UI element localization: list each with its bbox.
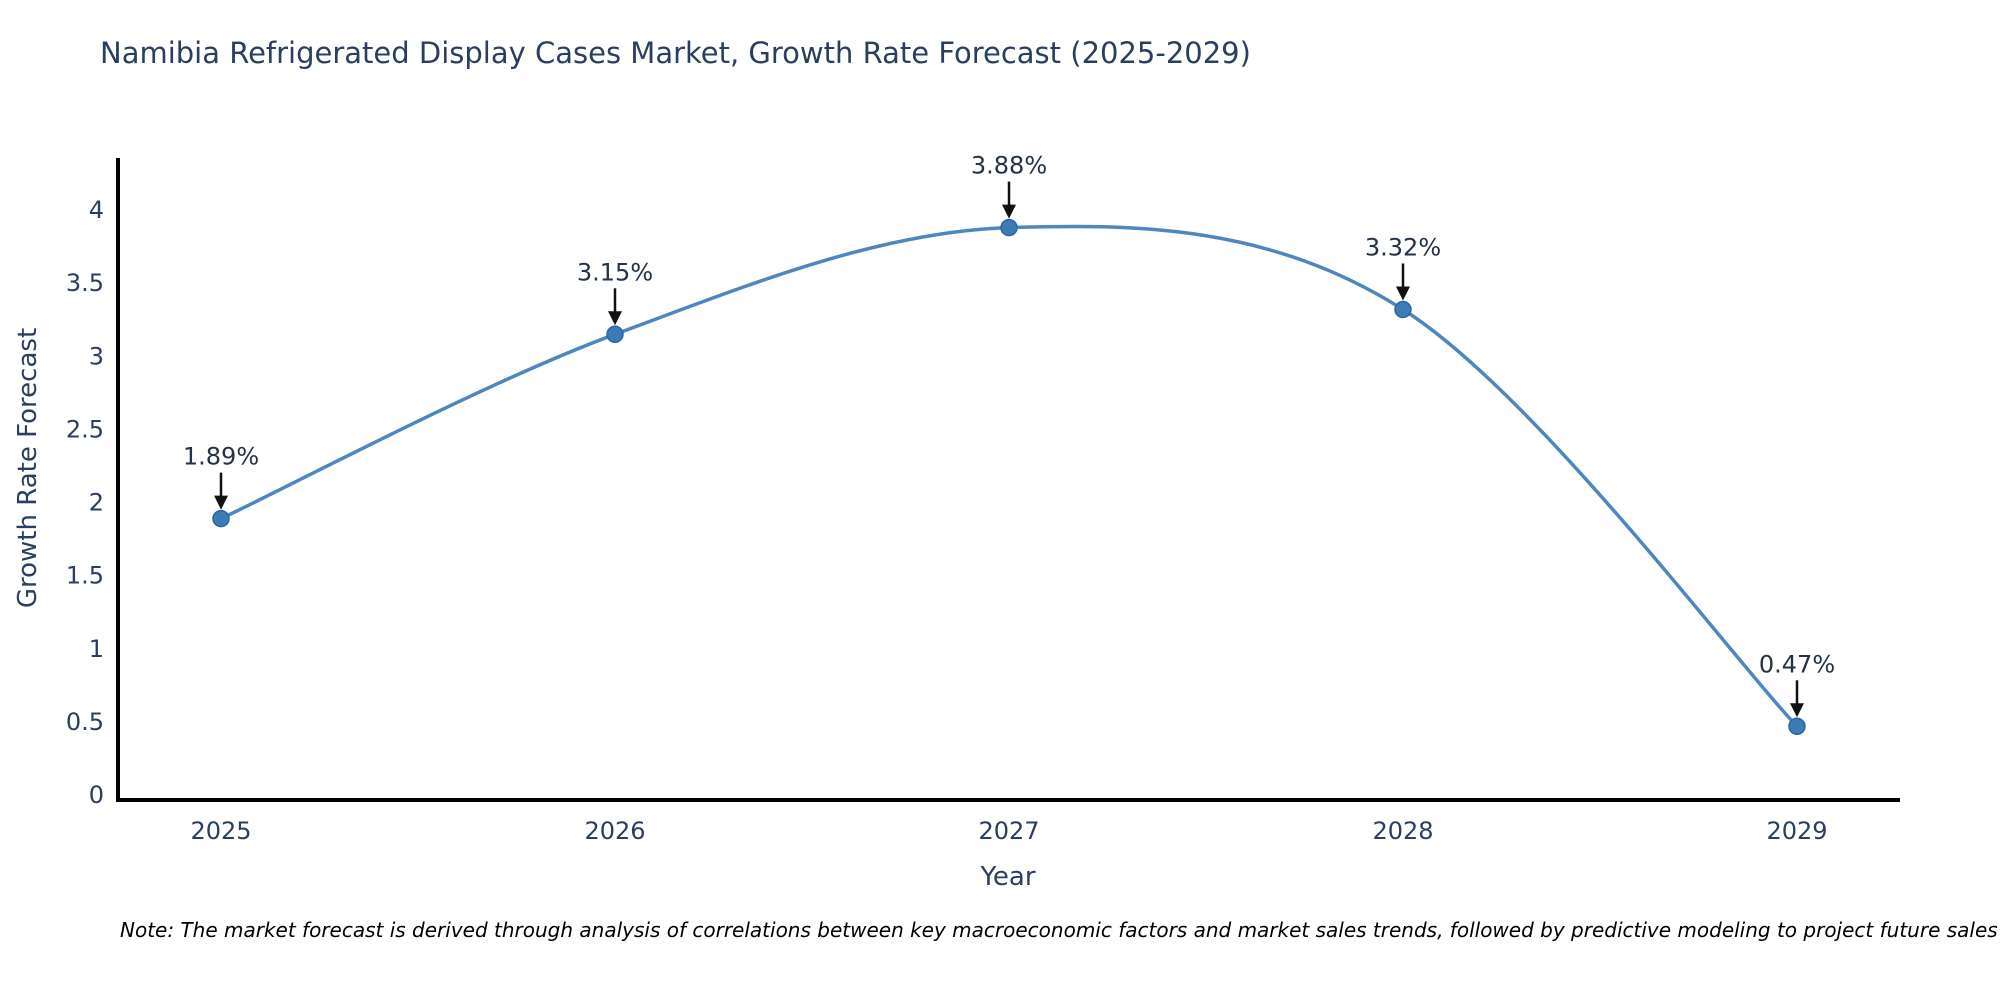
x-tick-label: 2028 xyxy=(1372,817,1433,845)
data-point-2025[interactable] xyxy=(212,509,230,528)
data-label: 3.32% xyxy=(1365,234,1441,262)
data-label: 3.15% xyxy=(577,258,653,286)
data-point-2029[interactable] xyxy=(1788,717,1806,736)
x-tick-label: 2027 xyxy=(978,817,1039,845)
footnote: Note: The market forecast is derived thr… xyxy=(120,918,1998,942)
y-tick-label: 0 xyxy=(89,781,104,809)
y-tick-label: 4 xyxy=(89,196,104,224)
y-tick-label: 1 xyxy=(89,635,104,663)
data-point-2027[interactable] xyxy=(1000,218,1018,237)
y-tick-label: 3 xyxy=(89,342,104,370)
data-label: 0.47% xyxy=(1759,650,1835,678)
x-tick-label: 2029 xyxy=(1766,817,1827,845)
annotation-arrowhead xyxy=(608,311,622,326)
annotation-arrowhead xyxy=(1790,703,1804,718)
trend-line xyxy=(220,224,1799,728)
data-point-2026[interactable] xyxy=(606,325,624,344)
data-point-2028[interactable] xyxy=(1394,300,1412,319)
y-tick-label: 0.5 xyxy=(66,708,104,736)
y-tick-label: 1.5 xyxy=(66,562,104,590)
y-tick-label: 3.5 xyxy=(66,269,104,297)
y-tick-label: 2.5 xyxy=(66,415,104,443)
chart-title: Namibia Refrigerated Display Cases Marke… xyxy=(100,36,1251,70)
annotation-arrowhead xyxy=(1002,204,1016,219)
annotation-arrowhead xyxy=(214,495,228,510)
y-tick-label: 2 xyxy=(89,489,104,517)
x-tick-label: 2025 xyxy=(190,817,251,845)
x-axis-title: Year xyxy=(980,862,1036,892)
data-label: 1.89% xyxy=(183,443,259,471)
annotation-arrowhead xyxy=(1396,286,1410,301)
axis-lines xyxy=(116,158,1900,802)
x-tick-label: 2026 xyxy=(584,817,645,845)
data-label: 3.88% xyxy=(971,152,1047,180)
